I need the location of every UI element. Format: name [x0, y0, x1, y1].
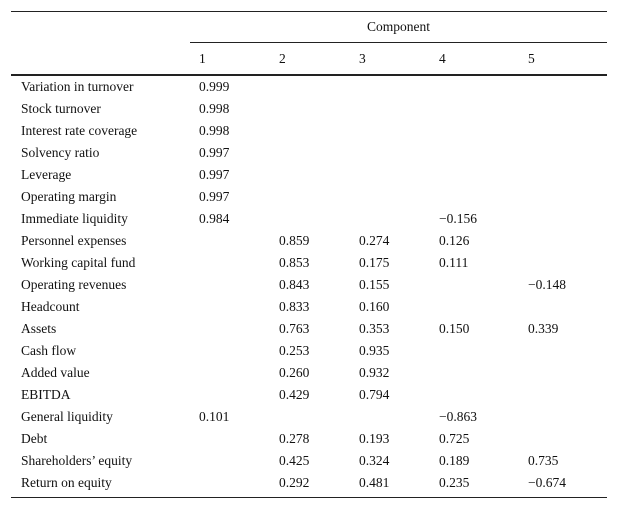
cell-value: 0.735: [528, 453, 559, 468]
cell-value: 0.853: [279, 255, 310, 270]
cell-value: 0.353: [359, 321, 390, 336]
cell-value: 0.859: [279, 233, 310, 248]
row-label: Stock turnover: [21, 101, 101, 116]
row-label: Shareholders’ equity: [21, 453, 133, 468]
row-label: Working capital fund: [21, 255, 136, 270]
cell-value: 0.999: [199, 79, 230, 94]
row-label: Return on equity: [21, 475, 112, 490]
row-label: Operating margin: [21, 189, 117, 204]
cell-value: 0.998: [199, 101, 230, 116]
cell-value: 0.984: [199, 211, 230, 226]
row-label: General liquidity: [21, 409, 113, 424]
cell-value: 0.833: [279, 299, 310, 314]
cell-value: 0.150: [439, 321, 470, 336]
cell-value: 0.794: [359, 387, 390, 402]
row-label: Headcount: [21, 299, 80, 314]
cell-value: 0.274: [359, 233, 390, 248]
row-label: Debt: [21, 431, 48, 446]
cell-value: 0.155: [359, 277, 390, 292]
cell-value: 0.429: [279, 387, 310, 402]
group-rule: [190, 42, 607, 43]
cell-value: 0.997: [199, 189, 230, 204]
cell-value: −0.156: [439, 211, 477, 226]
row-label: Assets: [21, 321, 57, 336]
cell-value: 0.278: [279, 431, 310, 446]
cell-value: 0.339: [528, 321, 559, 336]
column-header: 3: [359, 51, 366, 66]
header-rule: [11, 74, 607, 76]
row-label: EBITDA: [21, 387, 71, 402]
row-label: Solvency ratio: [21, 145, 100, 160]
cell-value: 0.997: [199, 167, 230, 182]
cell-value: 0.425: [279, 453, 310, 468]
cell-value: 0.843: [279, 277, 310, 292]
group-header: Component: [367, 19, 430, 34]
cell-value: −0.148: [528, 277, 566, 292]
cell-value: 0.193: [359, 431, 390, 446]
row-label: Variation in turnover: [21, 79, 134, 94]
column-header: 4: [439, 51, 446, 66]
cell-value: 0.998: [199, 123, 230, 138]
cell-value: 0.235: [439, 475, 470, 490]
row-label: Immediate liquidity: [21, 211, 128, 226]
top-rule: [11, 11, 607, 12]
row-label: Cash flow: [21, 343, 77, 358]
cell-value: 0.253: [279, 343, 310, 358]
row-label: Leverage: [21, 167, 72, 182]
cell-value: 0.292: [279, 475, 310, 490]
cell-value: 0.481: [359, 475, 390, 490]
row-label: Personnel expenses: [21, 233, 127, 248]
cell-value: 0.101: [199, 409, 230, 424]
cell-value: 0.175: [359, 255, 390, 270]
cell-value: 0.324: [359, 453, 390, 468]
cell-value: 0.725: [439, 431, 470, 446]
cell-value: 0.126: [439, 233, 470, 248]
cell-value: −0.674: [528, 475, 566, 490]
cell-value: 0.935: [359, 343, 390, 358]
cell-value: 0.160: [359, 299, 390, 314]
column-header: 2: [279, 51, 286, 66]
cell-value: 0.932: [359, 365, 390, 380]
column-header: 5: [528, 51, 535, 66]
cell-value: 0.111: [439, 255, 469, 270]
column-header: 1: [199, 51, 206, 66]
row-label: Added value: [21, 365, 90, 380]
cell-value: 0.997: [199, 145, 230, 160]
cell-value: 0.189: [439, 453, 470, 468]
cell-value: 0.763: [279, 321, 310, 336]
row-label: Operating revenues: [21, 277, 127, 292]
bottom-rule: [11, 497, 607, 498]
row-label: Interest rate coverage: [21, 123, 138, 138]
cell-value: −0.863: [439, 409, 477, 424]
cell-value: 0.260: [279, 365, 310, 380]
